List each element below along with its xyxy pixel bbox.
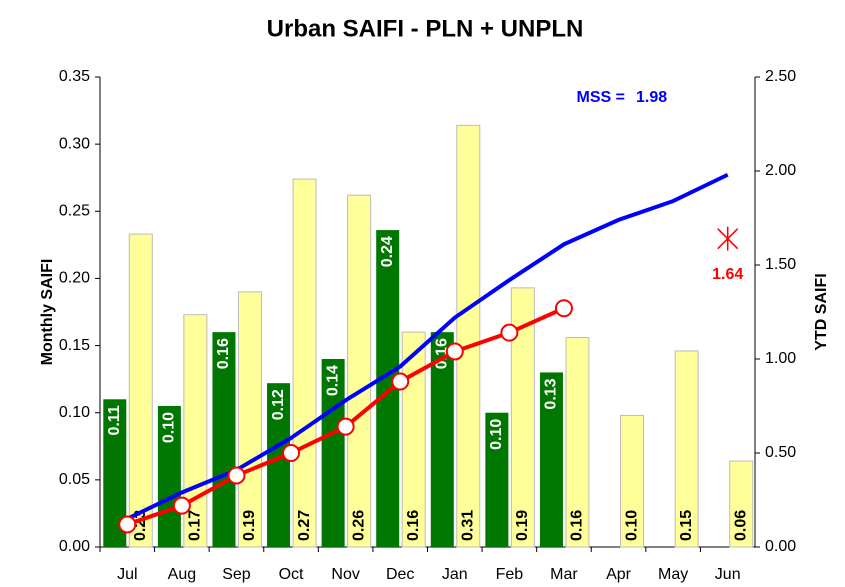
bar [485,412,509,547]
line [126,172,729,521]
mss-label: MSS = [577,89,625,106]
x-tick-label: Aug [168,566,196,583]
line-marker [336,417,355,436]
x-tick-label: Jan [442,566,468,583]
data-label: 0.13 [543,378,560,409]
target-marker [717,226,739,251]
y-tick-label: 0.10 [59,404,90,421]
y-tick-label: 0.25 [59,203,90,220]
data-label: 0.10 [488,419,505,450]
data-label: 0.16 [215,338,232,369]
y-tick-label: 0.20 [59,270,90,287]
line-marker [500,323,519,342]
x-tick-label: Nov [331,566,359,583]
data-label: 0.06 [732,510,749,541]
bar [565,337,590,548]
y2-tick-label: 1.00 [765,350,796,367]
bar [376,230,400,548]
x-tick-label: Feb [496,566,524,583]
data-label: 0.26 [350,510,367,541]
x-tick-label: Mar [550,566,578,583]
y-tick-label: 0.00 [59,538,90,555]
target-label: 1.64 [712,266,743,283]
bar [674,350,699,548]
bar [620,414,645,548]
y-axis-label: Monthly SAIFI [39,259,56,366]
bar [539,372,563,547]
data-label: 0.24 [379,236,396,267]
chart-title: Urban SAIFI - PLN + UNPLN [267,15,584,42]
mss-value: 1.98 [636,89,667,106]
data-label: 0.16 [569,510,586,541]
line-marker [172,496,191,515]
x-tick-label: Dec [386,566,414,583]
x-tick-label: Oct [279,566,304,583]
data-label: 0.10 [161,412,178,443]
data-label: 0.31 [460,510,477,541]
x-tick-label: May [658,566,688,583]
y2-axis-label: YTD SAIFI [813,273,830,350]
x-tick-label: Sep [222,566,251,583]
data-label: 0.17 [187,510,204,541]
bar [347,194,372,548]
line-marker [391,372,410,391]
y2-tick-label: 0.00 [765,538,796,555]
bar [212,332,236,547]
y-tick-label: 0.35 [59,68,90,85]
bar [128,233,153,548]
data-label: 0.14 [324,365,341,396]
line-marker [227,466,246,485]
x-tick-label: Jun [715,566,741,583]
bar [456,124,481,548]
data-label: 0.19 [241,510,258,541]
bar [729,460,754,548]
y2-tick-label: 1.50 [765,256,796,273]
y-tick-label: 0.05 [59,471,90,488]
y2-tick-label: 2.50 [765,68,796,85]
bar [430,332,454,547]
data-label: 0.27 [296,510,313,541]
data-label: 0.15 [678,510,695,541]
data-label: 0.19 [514,510,531,541]
data-label: 0.11 [106,405,123,435]
y2-tick-label: 0.50 [765,444,796,461]
line-marker [282,444,301,462]
line-marker [118,515,137,534]
line-marker [554,299,573,318]
bar [103,399,127,547]
y-tick-label: 0.15 [59,337,90,354]
bar [237,291,262,548]
y-tick-label: 0.30 [59,135,90,152]
bar [292,178,317,548]
x-tick-label: Jul [117,566,137,583]
data-label: 0.12 [270,389,287,420]
data-label: 0.16 [405,510,422,541]
bar [510,287,535,548]
y2-tick-label: 2.00 [765,162,796,179]
line-marker [445,342,464,361]
x-tick-label: Apr [606,566,632,583]
bar [267,383,291,547]
data-label: 0.10 [623,510,640,541]
